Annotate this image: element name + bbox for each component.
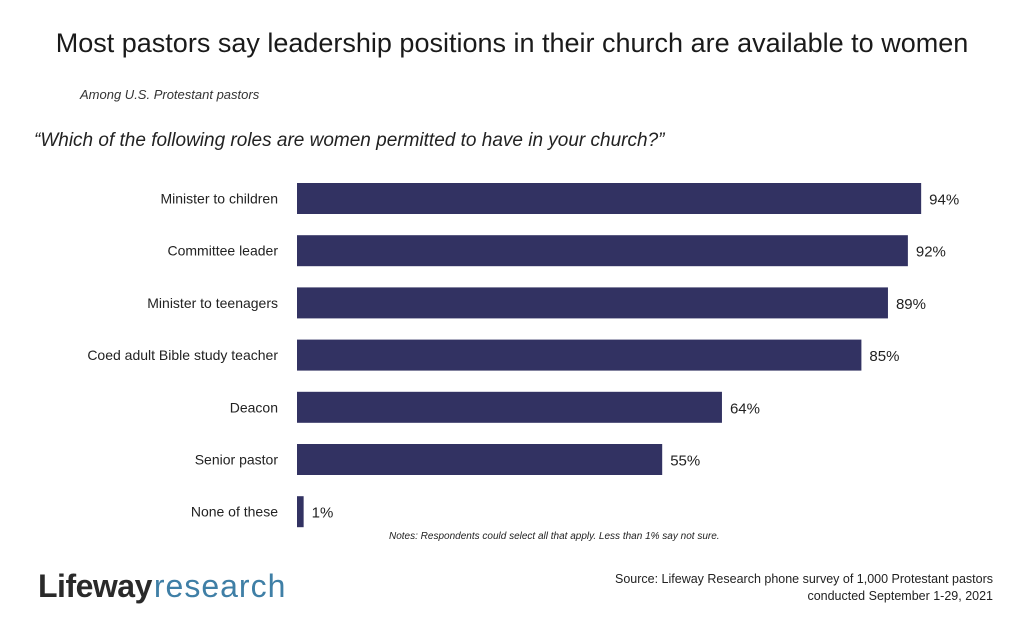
source-line-2: conducted September 1-29, 2021 <box>807 589 993 603</box>
bar-0 <box>297 183 922 214</box>
category-label-6: None of these <box>191 504 278 520</box>
category-label-4: Deacon <box>230 399 278 415</box>
lifeway-research-logo: Lifewayresearch <box>38 566 286 606</box>
chart-subtitle: Among U.S. Protestant pastors <box>80 87 260 102</box>
chart-notes: Notes: Respondents could select all that… <box>389 531 720 542</box>
value-label-2: 89% <box>896 296 926 313</box>
category-label-5: Senior pastor <box>195 452 279 468</box>
chart-title: Most pastors say leadership positions in… <box>55 28 969 58</box>
value-label-0: 94% <box>929 192 959 209</box>
logo-brand-text: Lifeway <box>38 568 152 604</box>
bar-1 <box>297 235 908 267</box>
bar-2 <box>297 287 888 319</box>
category-label-2: Minister to teenagers <box>147 295 278 311</box>
bar-4 <box>297 391 722 423</box>
bar-6 <box>297 496 304 528</box>
value-label-5: 55% <box>670 453 700 470</box>
value-label-3: 85% <box>869 348 899 365</box>
category-label-1: Committee leader <box>168 243 279 259</box>
value-label-6: 1% <box>312 505 334 522</box>
bar-5 <box>297 444 663 475</box>
logo-sub-text: research <box>153 568 287 604</box>
category-label-0: Minister to children <box>161 191 279 207</box>
source-line-1: Source: Lifeway Research phone survey of… <box>615 572 993 586</box>
bar-3 <box>297 339 862 371</box>
value-label-1: 92% <box>916 244 946 261</box>
value-label-4: 64% <box>730 400 760 417</box>
source-note: Source: Lifeway Research phone survey of… <box>615 571 993 605</box>
category-label-3: Coed adult Bible study teacher <box>87 347 278 363</box>
survey-question: “Which of the following roles are women … <box>34 130 665 151</box>
